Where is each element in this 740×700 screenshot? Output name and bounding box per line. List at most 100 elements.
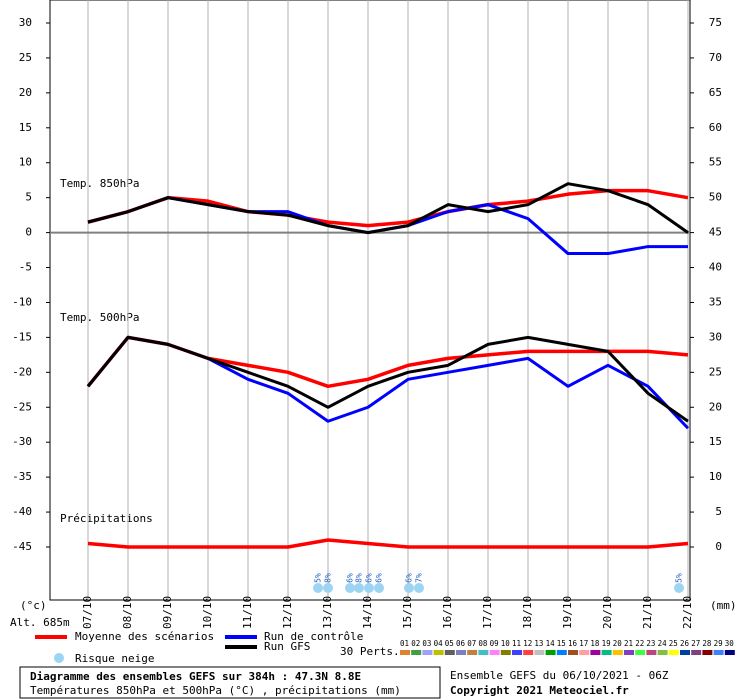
snow-risk: 6% (346, 573, 355, 583)
x-tick-label: 18/10 (521, 596, 534, 629)
pert-label: 27 (691, 639, 700, 648)
run-info: Ensemble GEFS du 06/10/2021 - 06Z (450, 669, 669, 682)
pert-swatch (657, 650, 668, 655)
y2-tick-label: 45 (709, 226, 722, 239)
pert-label: 21 (624, 639, 633, 648)
pert-label: 06 (456, 639, 466, 648)
footer-title: Diagramme des ensembles GEFS sur 384h : … (30, 670, 361, 683)
footer-subtitle: Températures 850hPa et 500hPa (°C) , pré… (30, 684, 401, 697)
x-tick-label: 08/10 (121, 596, 134, 629)
pert-label: 20 (613, 639, 623, 648)
pert-swatch (568, 650, 578, 655)
series-line (87, 182, 689, 235)
y2-tick-label: 65 (709, 86, 722, 99)
pert-swatch (512, 650, 522, 655)
pert-label: 03 (422, 639, 431, 648)
pert-label: 19 (602, 639, 611, 648)
y-tick-label: 0 (25, 226, 32, 239)
y-tick-label: 5 (25, 191, 32, 204)
y2-tick-label: 20 (709, 400, 722, 413)
pert-label: 15 (557, 639, 566, 648)
pert-swatch (444, 650, 455, 655)
x-tick-label: 14/10 (361, 596, 374, 629)
pert-label: 17 (579, 639, 588, 648)
x-tick-label: 21/10 (641, 596, 654, 629)
y-axis-label: (°c) (20, 599, 47, 612)
annotation: Temp. 500hPa (60, 311, 139, 324)
pert-swatch (590, 650, 601, 655)
x-tick-label: 15/10 (401, 596, 414, 629)
y-tick-label: 25 (19, 51, 32, 64)
pert-swatch (646, 650, 657, 655)
y-tick-label: -45 (12, 540, 32, 553)
snow-risk: 6% (365, 573, 374, 583)
pert-label: 14 (546, 639, 556, 648)
y2-axis-label: (mm) (710, 599, 737, 612)
pert-swatch (478, 650, 489, 655)
pert-swatch (467, 650, 478, 655)
snow-risk: 5% (314, 573, 323, 583)
annotation: Temp. 850hPa (60, 177, 139, 190)
y2-tick-label: 30 (709, 330, 722, 343)
y2-tick-label: 10 (709, 470, 722, 483)
pert-swatch (601, 650, 612, 655)
y2-tick-label: 35 (709, 295, 722, 308)
legend-label: Moyenne des scénarios (75, 630, 214, 643)
x-tick-label: 17/10 (481, 596, 494, 629)
snow-risk: 5% (675, 573, 684, 583)
y-tick-label: -25 (12, 400, 32, 413)
pert-label: 30 (725, 639, 735, 648)
y-tick-label: -15 (12, 330, 32, 343)
y2-tick-label: 60 (709, 121, 722, 134)
pert-swatch (713, 650, 724, 655)
snow-risk: 6% (375, 573, 384, 583)
y-tick-label: -20 (12, 365, 32, 378)
x-tick-label: 22/10 (681, 596, 694, 629)
pert-label: 26 (680, 639, 690, 648)
y2-tick-label: 5 (715, 505, 722, 518)
x-tick-label: 13/10 (321, 596, 334, 629)
snow-icon (354, 583, 364, 593)
y-tick-label: 10 (19, 156, 32, 169)
altitude: Alt. 685m (10, 616, 70, 629)
pert-swatch (624, 650, 634, 655)
pert-swatch (680, 650, 690, 655)
pert-swatch (635, 650, 646, 655)
pert-swatch (579, 650, 590, 655)
snow-icon (54, 653, 64, 663)
pert-label: 04 (434, 639, 444, 648)
snow-risk: 6% (405, 573, 414, 583)
snow-icon (674, 583, 684, 593)
pert-swatch (556, 650, 567, 655)
y-tick-label: -35 (12, 470, 32, 483)
y2-tick-label: 40 (709, 261, 722, 274)
series-line (86, 335, 689, 423)
snow-risk: 8% (324, 573, 333, 583)
y-tick-label: 30 (19, 16, 32, 29)
series-line (87, 538, 689, 549)
pert-swatch (433, 650, 444, 655)
x-tick-label: 10/10 (201, 596, 214, 629)
x-tick-label: 12/10 (281, 596, 294, 629)
y-tick-label: 20 (19, 86, 32, 99)
pert-label: 23 (646, 639, 655, 648)
x-tick-label: 16/10 (441, 596, 454, 629)
snow-icon (313, 583, 323, 593)
x-tick-label: 07/10 (81, 596, 94, 629)
pert-swatch (545, 650, 556, 655)
x-tick-label: 20/10 (601, 596, 614, 629)
pert-swatch (411, 650, 422, 655)
y-tick-label: -10 (12, 295, 32, 308)
x-tick-label: 11/10 (241, 596, 254, 629)
x-tick-label: 09/10 (161, 596, 174, 629)
y2-tick-label: 50 (709, 191, 722, 204)
series-line (87, 188, 689, 228)
pert-swatch (523, 650, 534, 655)
pert-label: 25 (669, 639, 678, 648)
y-tick-label: -30 (12, 435, 32, 448)
pert-label: 12 (523, 639, 532, 648)
pert-swatch (724, 650, 735, 655)
y2-tick-label: 0 (715, 540, 722, 553)
pert-label: 08 (478, 639, 488, 648)
